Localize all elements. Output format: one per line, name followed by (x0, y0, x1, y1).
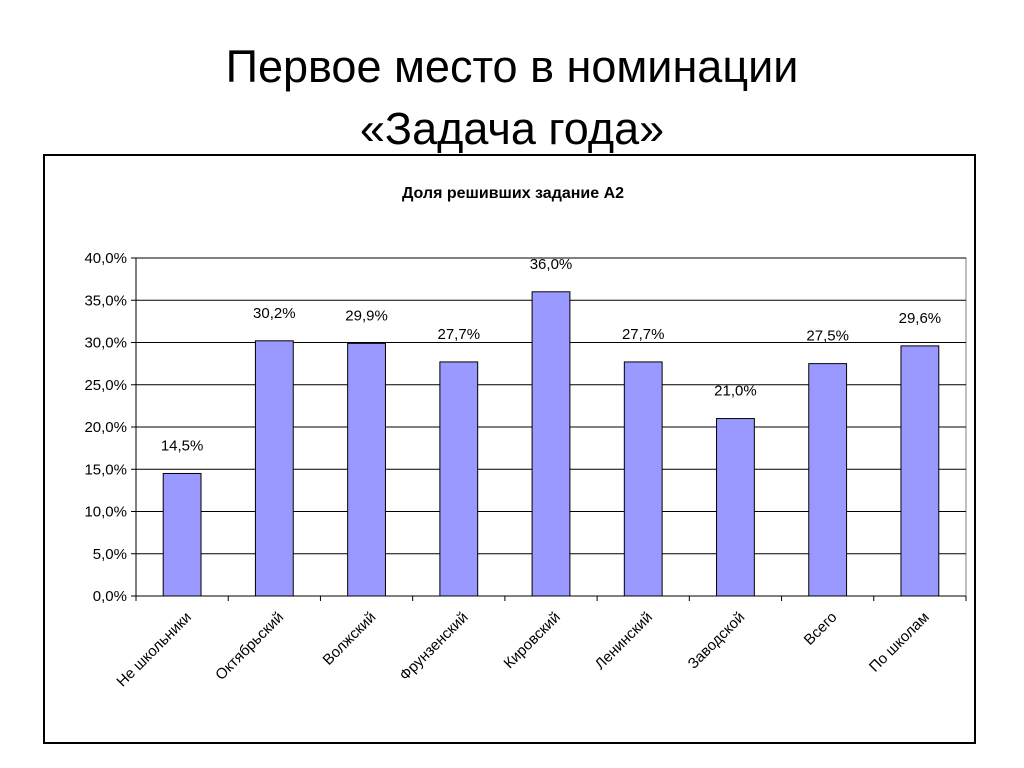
y-tick-label: 20,0% (84, 419, 127, 436)
x-tick-label: Всего (801, 609, 841, 649)
bar (623, 361, 663, 597)
chart-title: Доля решивших задание А2 (402, 185, 624, 202)
x-tick-label: Фрунзенский (396, 609, 471, 684)
slide-title-line-2: «Задача года» (359, 103, 665, 154)
x-tick-label: Кировский (501, 609, 564, 672)
x-tick-label: По школам (866, 609, 933, 676)
bar (716, 418, 755, 597)
x-tick-label: Ленинский (592, 609, 656, 673)
slide-title-line-1: Первое место в номинации (225, 41, 799, 92)
x-tick-label: Октябрьский (212, 609, 287, 684)
bar (900, 345, 940, 597)
y-tick-label: 40,0% (84, 250, 127, 267)
y-tick-label: 30,0% (84, 335, 127, 352)
y-tick-label: 25,0% (84, 377, 127, 394)
y-tick-label: 15,0% (84, 461, 127, 478)
data-label: 27,7% (622, 326, 665, 343)
data-label: 14,5% (161, 437, 204, 454)
data-label: 30,2% (253, 305, 296, 322)
data-label: 29,6% (899, 310, 942, 327)
x-tick-label: Не школьники (113, 609, 195, 691)
y-tick-label: 5,0% (93, 546, 127, 563)
bar (347, 342, 386, 597)
chart-frame: Доля решивших задание А2 0,0% 5,0% 10,0% 15… (43, 154, 976, 744)
x-tick-label: Волжский (320, 609, 380, 669)
bar (808, 363, 848, 597)
y-tick-label: 10,0% (84, 504, 127, 521)
bar (162, 472, 202, 597)
bar-chart: Доля решивших задание А2 0,0% 5,0% 10,0% 15… (84, 185, 967, 691)
bar (531, 291, 571, 597)
data-label: 29,9% (345, 307, 388, 324)
bar (254, 340, 294, 597)
data-label: 36,0% (530, 256, 573, 273)
bars (162, 291, 940, 597)
bar (439, 361, 479, 597)
y-tick-label: 0,0% (93, 588, 127, 605)
data-label: 21,0% (714, 383, 757, 400)
slide-title: Первое место в номинации «Задача года» (0, 36, 1024, 160)
data-label: 27,5% (806, 328, 849, 345)
axes (131, 257, 967, 601)
data-label: 27,7% (438, 326, 481, 343)
y-tick-label: 35,0% (84, 292, 127, 309)
x-tick-label: Заводской (685, 609, 749, 673)
